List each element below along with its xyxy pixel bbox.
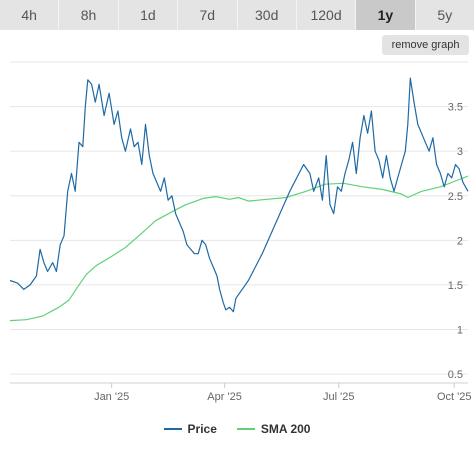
- legend-item-sma-200[interactable]: SMA 200: [236, 422, 311, 436]
- chart-series: [9, 77, 469, 322]
- y-tick-label: 3: [457, 146, 463, 158]
- legend-label-price: Price: [187, 422, 217, 436]
- y-tick-label: 0.5: [448, 369, 463, 381]
- legend-label-sma-200: SMA 200: [260, 422, 311, 436]
- tab-5y[interactable]: 5y: [415, 0, 474, 30]
- tab-1d[interactable]: 1d: [118, 0, 179, 30]
- legend-item-price[interactable]: Price: [163, 422, 217, 436]
- x-axis-ticks: Jan '25 Apr '25 Jul '25 Oct '25: [94, 383, 471, 403]
- legend-swatch-sma-200: [236, 428, 255, 430]
- tab-120d[interactable]: 120d: [296, 0, 357, 30]
- x-tick-label: Jul '25: [323, 391, 354, 403]
- sma-200-line: [9, 175, 469, 322]
- chart-legend: Price SMA 200: [0, 418, 474, 440]
- tab-1y[interactable]: 1y: [356, 0, 416, 30]
- tab-30d[interactable]: 30d: [237, 0, 297, 30]
- y-tick-label: 2: [457, 235, 463, 247]
- tab-8h[interactable]: 8h: [59, 0, 119, 30]
- x-tick-label: Apr '25: [207, 391, 242, 403]
- y-tick-label: 1: [457, 325, 463, 337]
- y-tick-label: 2.5: [448, 191, 463, 203]
- y-tick-label: 1.5: [448, 280, 463, 292]
- x-tick-label: Oct '25: [437, 391, 472, 403]
- price-line: [9, 77, 469, 313]
- tab-4h[interactable]: 4h: [0, 0, 60, 30]
- x-tick-label: Jan '25: [94, 391, 129, 403]
- tab-7d[interactable]: 7d: [178, 0, 238, 30]
- y-axis-ticks: 0.5 1 1.5 2 2.5 3 3.5: [448, 102, 463, 382]
- remove-graph-button[interactable]: remove graph: [382, 35, 469, 55]
- y-tick-label: 3.5: [448, 102, 463, 114]
- chart-grid: [10, 61, 468, 384]
- timeframe-tabs: 4h 8h 1d 7d 30d 120d 1y 5y: [0, 0, 474, 30]
- legend-swatch-price: [163, 428, 182, 430]
